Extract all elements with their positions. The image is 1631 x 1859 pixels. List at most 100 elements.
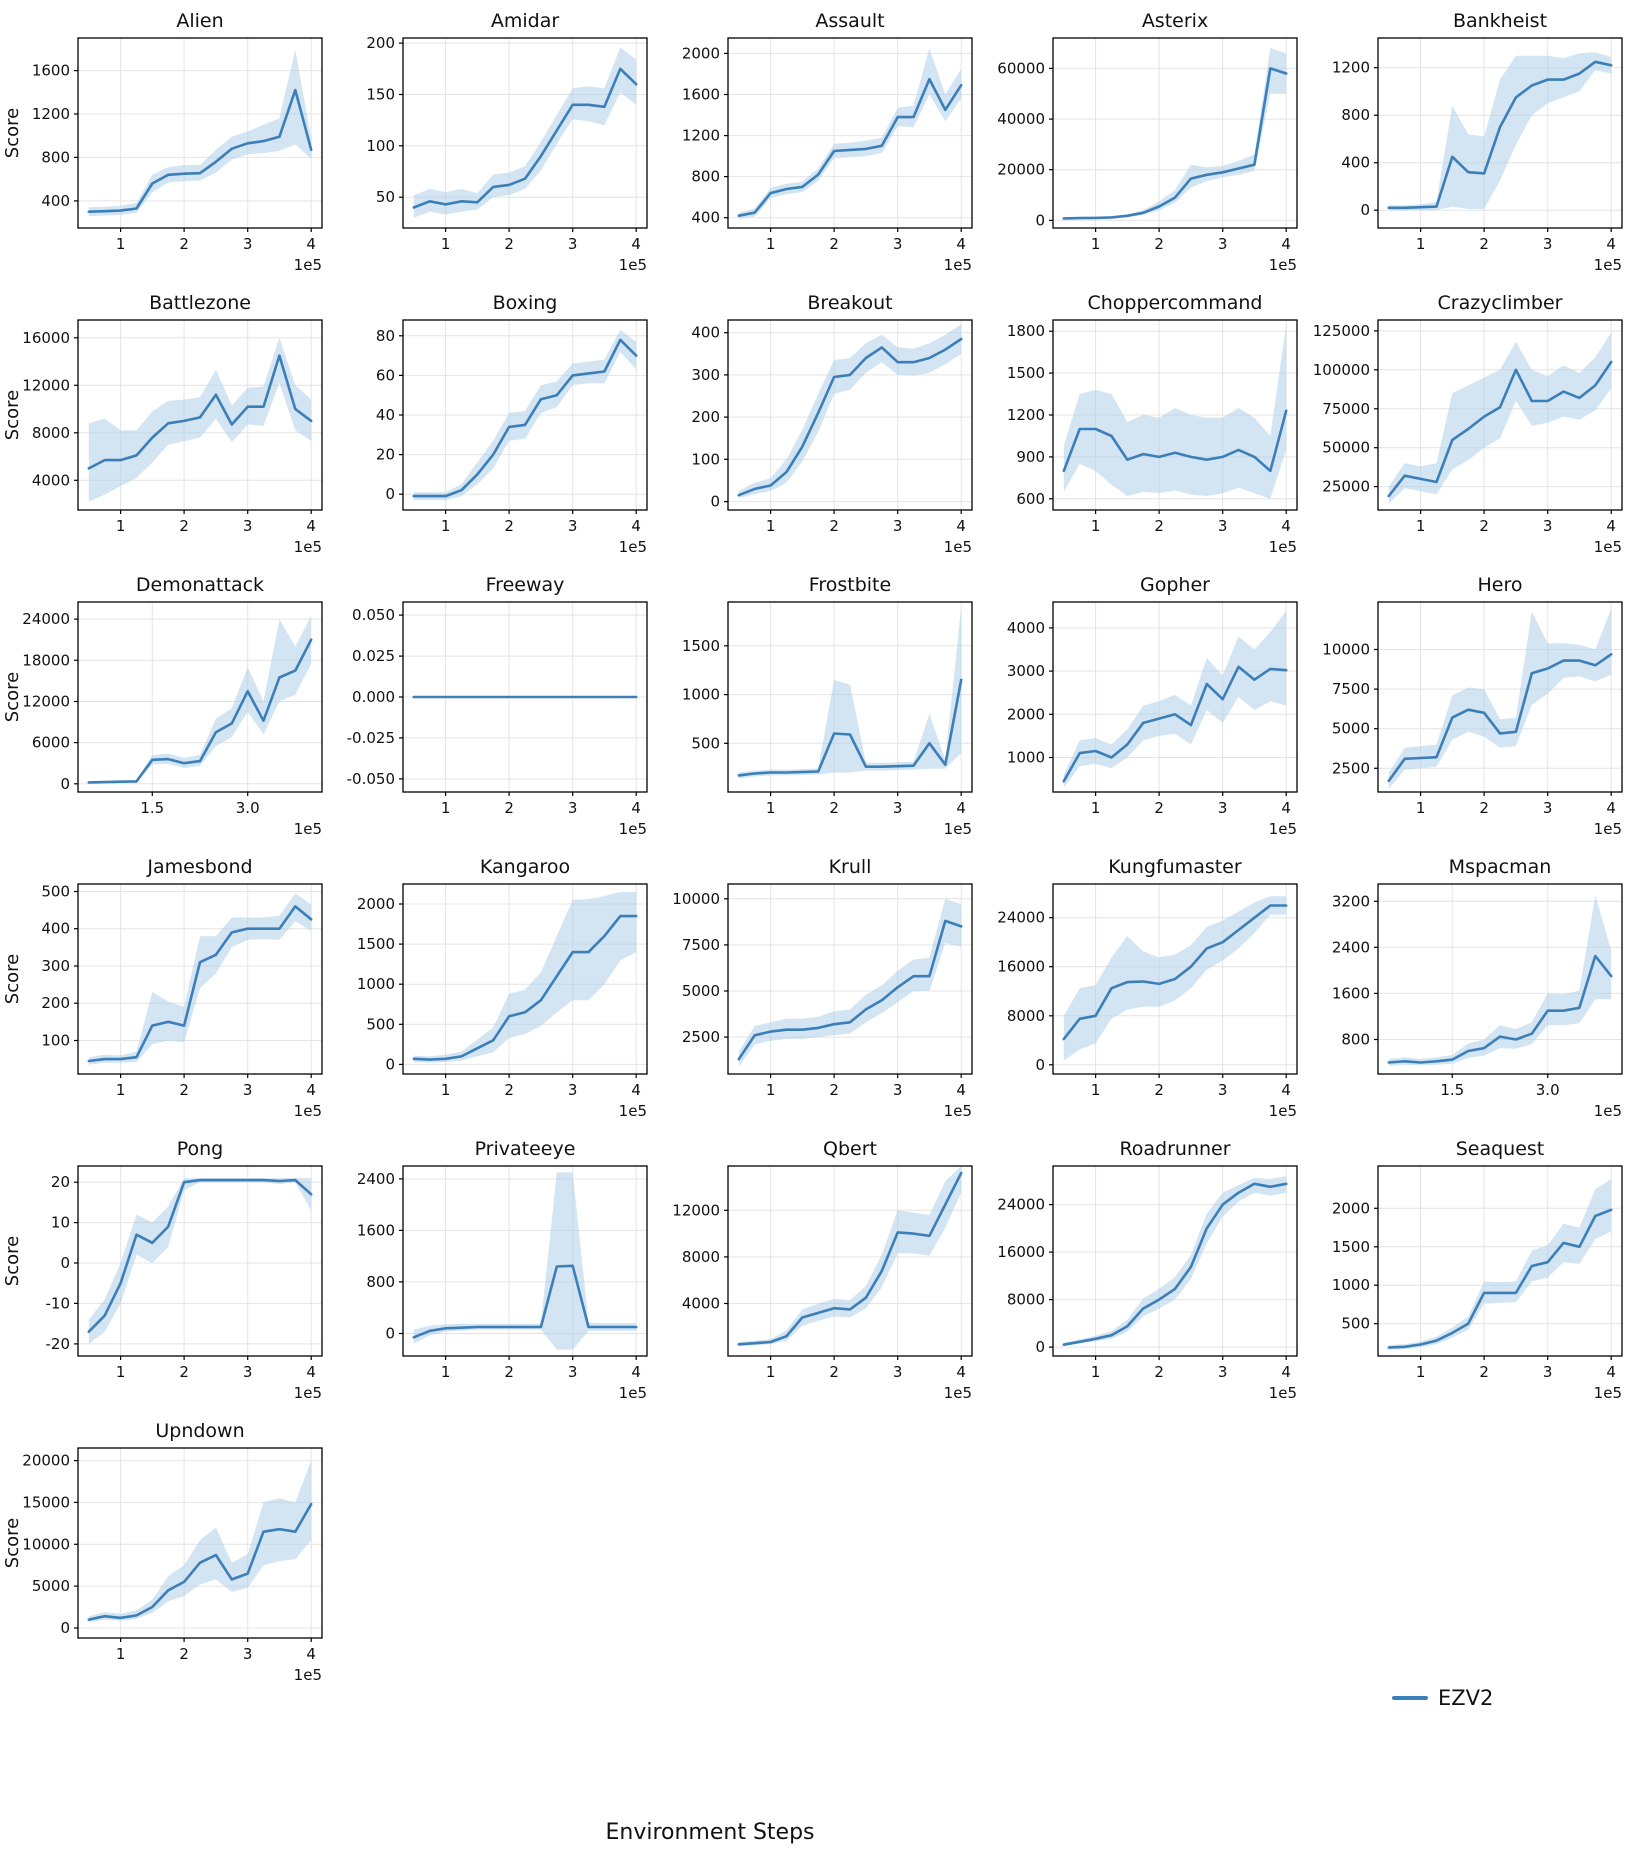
ytick-label: 6000 xyxy=(32,734,70,752)
ytick-label: 400 xyxy=(1341,154,1370,172)
xtick-label: 3.0 xyxy=(1536,1081,1560,1099)
subplot-bankheist: 0 400 800 1200 1 2 3 4 1e5 Bankheist xyxy=(1304,6,1629,288)
xtick-label: 1.5 xyxy=(140,799,164,817)
y-axis-label: Score xyxy=(4,108,23,158)
xtick-label: 1 xyxy=(766,1363,776,1381)
xtick-label: 1 xyxy=(116,235,126,253)
subplot-title: Kangaroo xyxy=(480,856,570,878)
mean-line xyxy=(412,67,638,209)
ytick-label: 12000 xyxy=(22,376,70,394)
axes-spine xyxy=(1377,601,1623,793)
subplot-title: Mspacman xyxy=(1449,856,1552,878)
subplot-privateeye: 0 800 1600 2400 1 2 3 4 1e5 Privateeye xyxy=(329,1134,654,1416)
chart-jamesbond: 100 200 300 400 500 1 2 3 4 1e5 Jamesbond Score xyxy=(2,856,323,1120)
xtick-label: 3 xyxy=(1543,517,1553,535)
xtick-label: 1 xyxy=(441,517,451,535)
plot-background xyxy=(728,1166,972,1356)
mean-line xyxy=(1062,409,1288,473)
chart-upndown: 0 5000 10000 15000 20000 1 2 3 4 1e5 Upndown Score xyxy=(2,1420,323,1684)
ytick-label: 12000 xyxy=(22,693,70,711)
xtick-label: 2 xyxy=(179,1363,189,1381)
xtick-label: 1 xyxy=(1091,517,1101,535)
ytick-label: 18000 xyxy=(22,651,70,669)
xtick-label: 4 xyxy=(956,799,966,817)
subplot-title: Freeway xyxy=(486,574,565,596)
ytick-label: 7500 xyxy=(682,936,720,954)
axis-offset-label: 1e5 xyxy=(1594,1384,1622,1402)
confidence-band xyxy=(88,1460,312,1623)
xtick-label: 4 xyxy=(631,1081,641,1099)
ytick-label: 20000 xyxy=(997,161,1045,179)
subplot-roadrunner: 0 8000 16000 24000 1 2 3 4 1e5 Roadrunner xyxy=(979,1134,1304,1416)
ytick-label: 10 xyxy=(51,1214,70,1232)
xtick-label: 4 xyxy=(1281,1081,1291,1099)
xtick-label: 3 xyxy=(568,799,578,817)
ytick-label: 100000 xyxy=(1313,361,1370,379)
axis-offset-label: 1e5 xyxy=(294,820,322,838)
subplot-title: Hero xyxy=(1478,574,1523,596)
chart-seaquest: 500 1000 1500 2000 1 2 3 4 1e5 Seaquest xyxy=(1332,1138,1623,1402)
xtick-label: 3 xyxy=(1218,235,1228,253)
xtick-label: 1 xyxy=(1091,235,1101,253)
subplot-frostbite: 500 1000 1500 1 2 3 4 1e5 Frostbite xyxy=(654,570,979,852)
chart-demonattack: 0 6000 12000 18000 24000 1.5 3.0 1e5 Demonattack… xyxy=(2,574,323,838)
y-axis-label: Score xyxy=(4,1518,23,1568)
xtick-label: 4 xyxy=(631,799,641,817)
xtick-label: 4 xyxy=(631,517,641,535)
axis-offset-label: 1e5 xyxy=(1269,538,1297,556)
chart-battlezone: 4000 8000 12000 16000 1 2 3 4 1e5 Battlezone Score xyxy=(2,292,323,556)
ytick-label: 0 xyxy=(1360,201,1370,219)
plot-background xyxy=(78,1166,322,1356)
chart-asterix: 0 20000 40000 60000 1 2 3 4 1e5 Asterix xyxy=(997,10,1298,274)
subplot-demonattack: 0 6000 12000 18000 24000 1.5 3.0 1e5 Demonattack… xyxy=(2,570,329,852)
ytick-label: 16000 xyxy=(997,958,1045,976)
mean-line xyxy=(412,1264,638,1339)
ytick-label: 1200 xyxy=(32,105,70,123)
axes-spine xyxy=(1052,1165,1298,1357)
ytick-label: 5000 xyxy=(32,1577,70,1595)
confidence-band xyxy=(88,337,312,502)
plot-background xyxy=(1378,1166,1622,1356)
ytick-label: 4000 xyxy=(32,471,70,489)
ytick-label: 500 xyxy=(1341,1315,1370,1333)
subplot-qbert: 4000 8000 12000 1 2 3 4 1e5 Qbert xyxy=(654,1134,979,1416)
subplot-title: Kungfumaster xyxy=(1108,856,1242,878)
ytick-label: 3000 xyxy=(1007,662,1045,680)
subplot-battlezone: 4000 8000 12000 16000 1 2 3 4 1e5 Battlezone Score xyxy=(2,288,329,570)
xtick-label: 2 xyxy=(1479,517,1489,535)
ytick-label: 500 xyxy=(366,1015,395,1033)
ytick-label: 12000 xyxy=(672,1201,720,1219)
ytick-label: 0.050 xyxy=(352,606,395,624)
xtick-label: 4 xyxy=(1606,1363,1616,1381)
subplot-assault: 400 800 1200 1600 2000 1 2 3 4 1e5 Assault xyxy=(654,6,979,288)
axes-spine xyxy=(1052,37,1298,229)
ytick-label: -0.025 xyxy=(347,729,395,747)
subplot-kangaroo: 0 500 1000 1500 2000 1 2 3 4 1e5 Kangaroo xyxy=(329,852,654,1134)
ytick-label: 1500 xyxy=(682,637,720,655)
subplot-amidar: 50 100 150 200 1 2 3 4 1e5 Amidar xyxy=(329,6,654,288)
xtick-label: 3 xyxy=(893,1081,903,1099)
xtick-label: 1 xyxy=(116,1081,126,1099)
chart-alien: 400 800 1200 1600 1 2 3 4 1e5 Alien Score xyxy=(2,10,323,274)
xtick-label: 1 xyxy=(1416,517,1426,535)
confidence-band xyxy=(413,329,637,501)
axis-offset-label: 1e5 xyxy=(1269,820,1297,838)
ytick-label: 60 xyxy=(376,366,395,384)
confidence-band xyxy=(1063,610,1287,788)
ytick-label: 200 xyxy=(41,994,70,1012)
mean-line xyxy=(87,354,313,470)
xtick-label: 2 xyxy=(504,1363,514,1381)
ytick-label: 900 xyxy=(1016,448,1045,466)
ytick-label: 50 xyxy=(376,188,395,206)
confidence-band xyxy=(738,606,962,779)
mean-line xyxy=(87,638,313,784)
xtick-label: 1 xyxy=(441,235,451,253)
ytick-label: 0 xyxy=(1035,211,1045,229)
axis-offset-label: 1e5 xyxy=(294,1102,322,1120)
ytick-label: 800 xyxy=(366,1273,395,1291)
axis-offset-label: 1e5 xyxy=(294,538,322,556)
mean-line xyxy=(737,919,963,1061)
chart-kangaroo: 0 500 1000 1500 2000 1 2 3 4 1e5 Kangaroo xyxy=(357,856,648,1120)
xtick-label: 4 xyxy=(631,1363,641,1381)
